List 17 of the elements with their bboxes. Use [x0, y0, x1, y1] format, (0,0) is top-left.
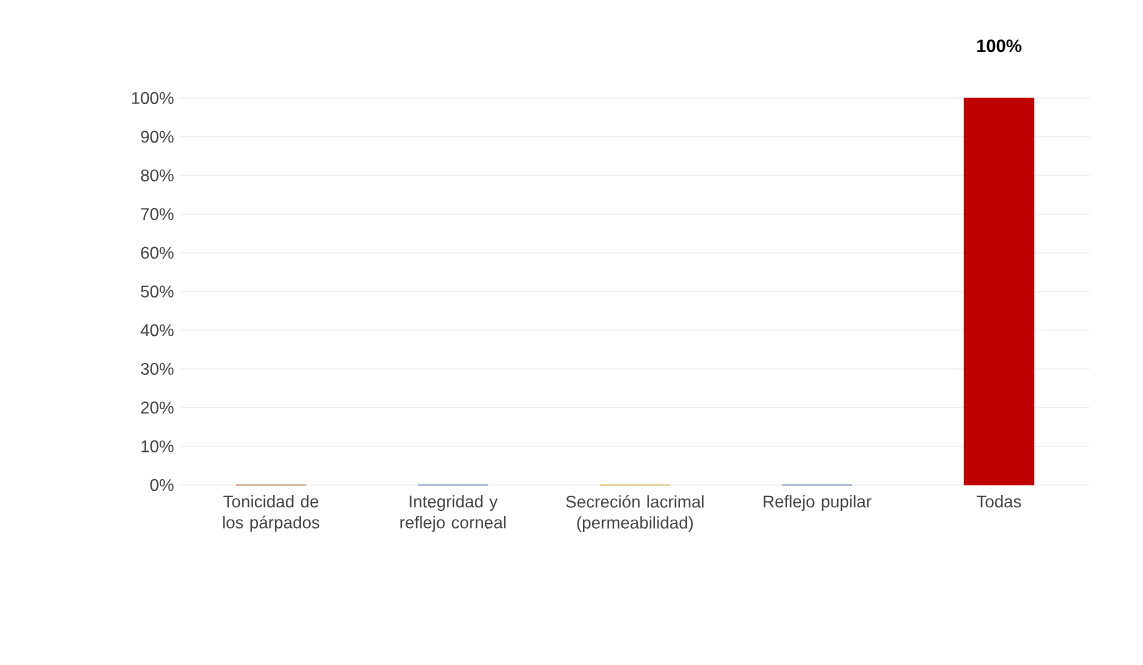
- y-tick-label: 50%: [140, 285, 174, 298]
- x-tick-label: Todas: [976, 495, 1021, 508]
- y-tick-label: 80%: [140, 169, 174, 182]
- y-tick-label: 100%: [132, 92, 174, 104]
- y-tick-label: 30%: [140, 362, 174, 375]
- y-tick-label: 70%: [141, 208, 174, 221]
- x-tick-label: Secreción lacrimal (permeabilidad): [566, 495, 704, 532]
- y-tick-label: 40%: [140, 324, 174, 337]
- x-tick-label: Tonicidad de los párpados: [223, 495, 320, 532]
- data-label: 100%: [977, 39, 1022, 53]
- y-tick-label: 0%: [150, 479, 174, 491]
- y-tick-label: 20%: [141, 401, 174, 414]
- y-tick-label: 90%: [141, 130, 174, 143]
- x-tick-label: Reflejo pupilar: [763, 495, 872, 511]
- y-tick-label: 60%: [141, 246, 174, 259]
- y-tick-label: 10%: [141, 440, 174, 453]
- x-tick-label: Integridad y reflejo corneal: [400, 495, 506, 532]
